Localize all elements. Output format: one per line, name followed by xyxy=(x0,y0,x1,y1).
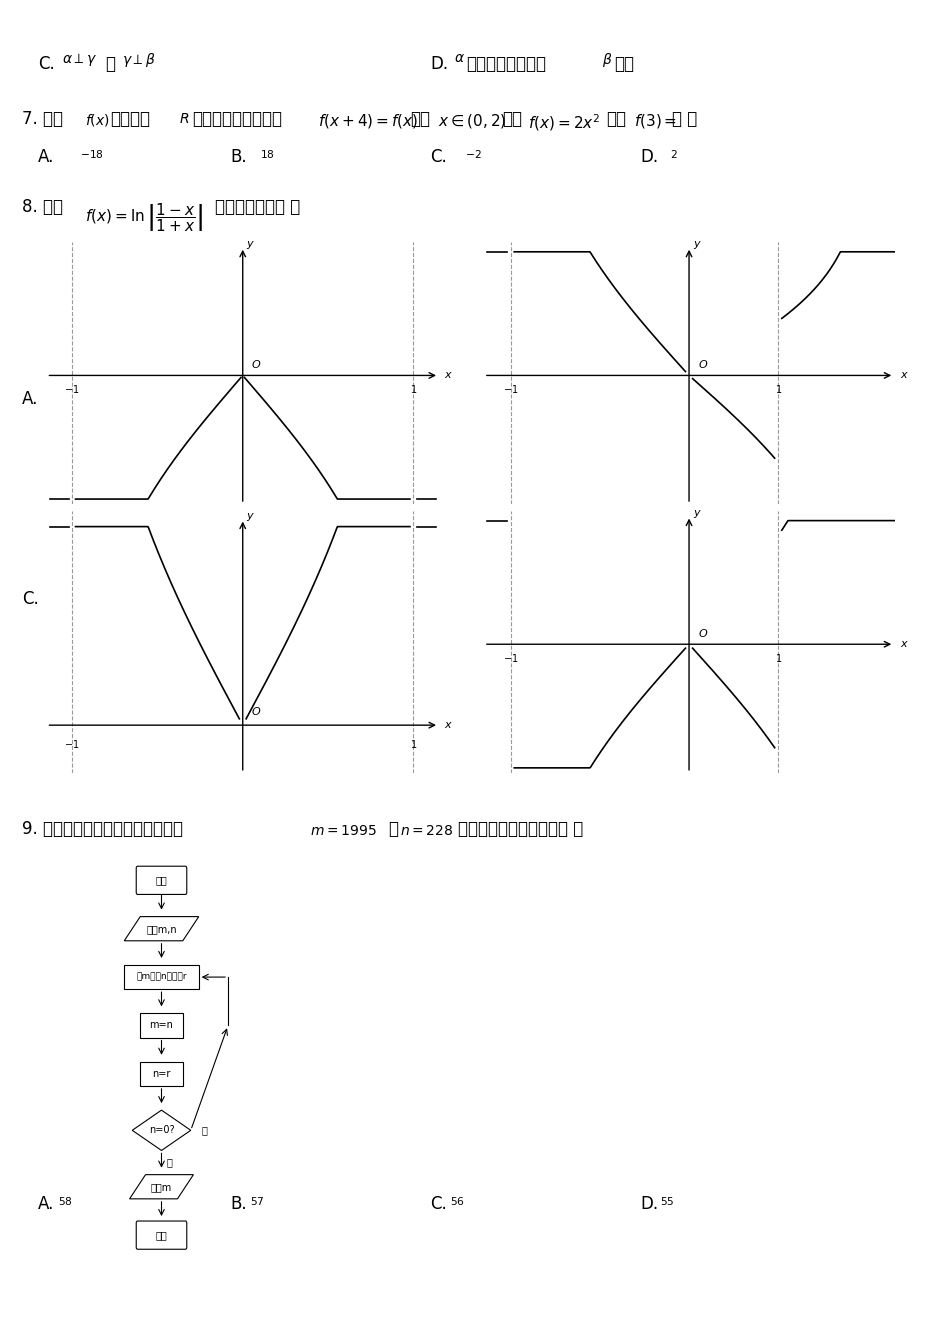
Polygon shape xyxy=(132,1110,191,1150)
Text: 为定义在: 为定义在 xyxy=(110,110,150,128)
Text: $^{56}$: $^{56}$ xyxy=(450,1198,465,1214)
Text: ，则计算机输出的数是（ ）: ，则计算机输出的数是（ ） xyxy=(458,820,583,839)
Text: $-1$: $-1$ xyxy=(503,652,519,664)
Text: $f(x)$: $f(x)$ xyxy=(85,112,109,128)
Text: $y$: $y$ xyxy=(693,239,702,251)
Text: 的大致图像为（ ）: 的大致图像为（ ） xyxy=(215,198,300,216)
Text: 9. 执行下面的程序框图，如果输入: 9. 执行下面的程序框图，如果输入 xyxy=(22,820,183,839)
Text: B.: B. xyxy=(230,148,247,167)
Text: $\alpha \perp \gamma$: $\alpha \perp \gamma$ xyxy=(62,51,97,69)
Text: C.: C. xyxy=(430,1195,446,1214)
Text: $f(x+4) = f(x)$: $f(x+4) = f(x)$ xyxy=(318,112,418,130)
Text: D.: D. xyxy=(480,590,498,607)
Text: $n = 228$: $n = 228$ xyxy=(400,824,453,839)
Text: n=r: n=r xyxy=(152,1068,171,1079)
Text: $x$: $x$ xyxy=(900,640,908,649)
Text: 且: 且 xyxy=(105,55,115,73)
Text: $1$: $1$ xyxy=(409,738,417,750)
Text: $x \in (0,2)$: $x \in (0,2)$ xyxy=(438,112,506,130)
Text: $^{55}$: $^{55}$ xyxy=(660,1198,674,1214)
Text: $^{-18}$: $^{-18}$ xyxy=(80,151,104,167)
Text: $-1$: $-1$ xyxy=(65,738,80,750)
Text: $\beta$: $\beta$ xyxy=(602,51,613,69)
Bar xyxy=(124,965,199,989)
Text: ，: ， xyxy=(388,820,398,839)
Text: 输出m: 输出m xyxy=(151,1181,172,1192)
Text: $O$: $O$ xyxy=(698,359,709,371)
Text: $m = 1995$: $m = 1995$ xyxy=(310,824,376,839)
Text: D.: D. xyxy=(430,55,448,73)
Text: C.: C. xyxy=(38,55,55,73)
Text: C.: C. xyxy=(22,590,39,607)
Text: $O$: $O$ xyxy=(251,706,261,718)
Text: A.: A. xyxy=(22,390,38,409)
Text: 结束: 结束 xyxy=(156,1230,167,1241)
Text: m=n: m=n xyxy=(149,1020,174,1031)
Text: $1$: $1$ xyxy=(774,652,782,664)
Text: 否: 否 xyxy=(201,1125,207,1136)
Text: ，则: ，则 xyxy=(606,110,626,128)
Text: 求m除以n的余数r: 求m除以n的余数r xyxy=(136,973,187,981)
Text: C.: C. xyxy=(430,148,446,167)
Text: 时，: 时， xyxy=(502,110,522,128)
Text: $\gamma \perp \beta$: $\gamma \perp \beta$ xyxy=(122,51,156,69)
Polygon shape xyxy=(129,1175,194,1199)
Text: A.: A. xyxy=(38,148,54,167)
Text: $^{-2}$: $^{-2}$ xyxy=(465,151,482,167)
Text: 开始: 开始 xyxy=(156,875,167,886)
Text: B.: B. xyxy=(230,1195,247,1214)
Text: D.: D. xyxy=(640,148,658,167)
Text: 内的任何直线都与: 内的任何直线都与 xyxy=(466,55,546,73)
Text: A.: A. xyxy=(38,1195,54,1214)
Text: $f(x) = 2x^2$: $f(x) = 2x^2$ xyxy=(528,112,600,133)
Text: $^{18}$: $^{18}$ xyxy=(260,151,275,167)
Text: $^{57}$: $^{57}$ xyxy=(250,1198,264,1214)
Text: $1$: $1$ xyxy=(409,383,417,395)
Bar xyxy=(141,1013,182,1038)
Text: 平行: 平行 xyxy=(614,55,634,73)
Bar xyxy=(141,1062,182,1086)
Text: 输入m,n: 输入m,n xyxy=(146,923,177,934)
Text: 是: 是 xyxy=(167,1157,173,1168)
Text: 7. 已知: 7. 已知 xyxy=(22,110,63,128)
Text: $y$: $y$ xyxy=(693,508,702,520)
Text: （ ）: （ ） xyxy=(672,110,697,128)
Text: 8. 函数: 8. 函数 xyxy=(22,198,63,216)
Text: ，当: ，当 xyxy=(410,110,430,128)
Text: $-1$: $-1$ xyxy=(65,383,80,395)
Text: 上的奇函数，且满足: 上的奇函数，且满足 xyxy=(192,110,282,128)
Polygon shape xyxy=(124,917,199,941)
Text: $f(3) =$: $f(3) =$ xyxy=(634,112,677,130)
Text: D.: D. xyxy=(640,1195,658,1214)
Text: $-1$: $-1$ xyxy=(503,383,519,395)
Text: $x$: $x$ xyxy=(900,371,908,380)
Text: $R$: $R$ xyxy=(179,112,189,126)
Text: $O$: $O$ xyxy=(251,359,261,371)
Text: $x$: $x$ xyxy=(444,371,453,380)
Text: $1$: $1$ xyxy=(774,383,782,395)
Text: $f(x) = \ln\left|\dfrac{1-x}{1+x}\right|$: $f(x) = \ln\left|\dfrac{1-x}{1+x}\right|… xyxy=(85,202,202,234)
FancyBboxPatch shape xyxy=(136,867,187,895)
Text: $^{58}$: $^{58}$ xyxy=(58,1198,73,1214)
Text: $O$: $O$ xyxy=(698,628,709,640)
Text: $\alpha$: $\alpha$ xyxy=(454,51,465,65)
FancyBboxPatch shape xyxy=(136,1220,187,1250)
Text: $^{2}$: $^{2}$ xyxy=(670,151,678,167)
Text: B.: B. xyxy=(480,390,497,409)
Text: n=0?: n=0? xyxy=(149,1125,174,1136)
Text: $x$: $x$ xyxy=(444,720,453,730)
Text: $y$: $y$ xyxy=(246,511,256,523)
Text: $y$: $y$ xyxy=(246,239,256,251)
